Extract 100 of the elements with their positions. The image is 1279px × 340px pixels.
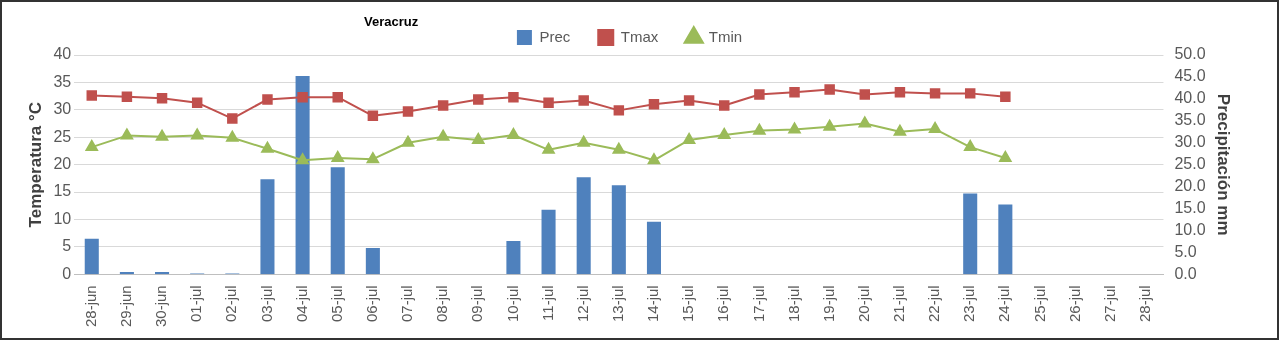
point [507, 128, 520, 140]
point [1000, 91, 1011, 102]
point [543, 97, 554, 108]
y2-tick-label: 20.0 [1174, 176, 1206, 194]
point [859, 89, 871, 100]
x-tick-label: 12-jul [573, 285, 591, 322]
point [823, 119, 836, 131]
y-tick-label: 35 [53, 72, 72, 90]
x-tick-label: 14-jul [644, 285, 662, 322]
point [683, 95, 695, 106]
point [296, 153, 309, 165]
point [648, 99, 660, 110]
bar [963, 193, 978, 275]
bar [260, 179, 275, 275]
point [964, 88, 976, 99]
point [85, 140, 98, 152]
point [964, 140, 977, 152]
y2-tick-label: 25.0 [1174, 155, 1206, 173]
point [297, 91, 308, 103]
bar [611, 185, 626, 275]
x-tick-label: 22-jul [925, 285, 943, 322]
y-tick-label: 0 [62, 264, 72, 282]
point [754, 89, 765, 100]
point [719, 100, 730, 111]
x-tick-label: 18-jul [784, 285, 802, 322]
y2-tick-label: 40.0 [1174, 89, 1206, 107]
x-tick-label: 27-jul [1100, 285, 1118, 322]
point [156, 93, 168, 104]
point [436, 129, 450, 141]
y2-tick-label: 45.0 [1174, 67, 1206, 85]
x-tick-label: 28-jul [1136, 285, 1154, 322]
legend-label: Prec [539, 27, 571, 45]
point [753, 123, 766, 135]
x-tick-label: 30-jun [152, 285, 170, 328]
point [718, 128, 731, 140]
point [121, 91, 133, 102]
x-tick-label: 04-jul [292, 285, 310, 322]
point [86, 90, 98, 101]
bar [506, 240, 521, 275]
point [261, 141, 274, 153]
point [612, 142, 626, 154]
point [893, 124, 907, 136]
point [577, 135, 590, 147]
y-axis-title: Temperatura °C [25, 101, 45, 228]
bar [998, 204, 1013, 275]
x-tick-label: 26-jul [1065, 285, 1083, 322]
point [366, 152, 380, 164]
bar [155, 272, 170, 275]
y-tick-label: 15 [53, 182, 72, 200]
y-tick-label: 5 [62, 237, 72, 255]
x-tick-label: 17-jul [749, 285, 767, 322]
x-tick-label: 21-jul [890, 285, 908, 322]
y2-tick-label: 0.0 [1174, 264, 1197, 282]
point [226, 130, 239, 142]
bar [365, 247, 380, 275]
chart-title: Veracruz [364, 14, 419, 29]
point [120, 128, 134, 140]
point [332, 91, 343, 103]
y2-tick-label: 35.0 [1174, 111, 1206, 129]
x-tick-label: 16-jul [714, 285, 732, 322]
point [401, 135, 415, 147]
x-tick-label: 15-jul [679, 285, 697, 322]
point [682, 132, 696, 144]
x-tick-label: 19-jul [819, 285, 837, 322]
point [928, 122, 942, 134]
bar [330, 167, 345, 275]
x-tick-label: 24-jul [995, 285, 1013, 322]
x-tick-label: 13-jul [608, 285, 626, 322]
legend-label: Tmin [708, 27, 743, 45]
bar [646, 221, 661, 275]
point [437, 100, 449, 111]
point [999, 151, 1012, 163]
legend-label: Tmax [620, 27, 659, 45]
bar [84, 238, 99, 275]
bar [576, 177, 591, 275]
point [402, 106, 414, 117]
point [647, 153, 661, 165]
x-tick-label: 01-jul [187, 285, 205, 322]
point [155, 129, 169, 141]
x-tick-label: 25-jul [1030, 285, 1048, 322]
point [788, 122, 801, 134]
y2-axis-title: Precipitación mm [1214, 93, 1234, 236]
y2-tick-label: 10.0 [1174, 220, 1206, 238]
bar [295, 76, 310, 275]
y2-tick-label: 5.0 [1174, 242, 1197, 260]
bar [119, 272, 134, 275]
y-tick-label: 40 [53, 45, 72, 63]
x-tick-label: 05-jul [327, 285, 345, 322]
x-tick-label: 20-jul [854, 285, 872, 322]
x-tick-label: 03-jul [257, 285, 275, 322]
x-tick-label: 09-jul [468, 285, 486, 322]
point [472, 132, 485, 144]
x-tick-label: 23-jul [960, 285, 978, 322]
y2-tick-label: 50.0 [1174, 45, 1206, 63]
point [367, 110, 379, 122]
point [858, 116, 871, 128]
point [190, 128, 204, 140]
point [824, 84, 835, 95]
x-tick-label: 28-jun [81, 285, 99, 328]
y-tick-label: 30 [53, 100, 72, 118]
